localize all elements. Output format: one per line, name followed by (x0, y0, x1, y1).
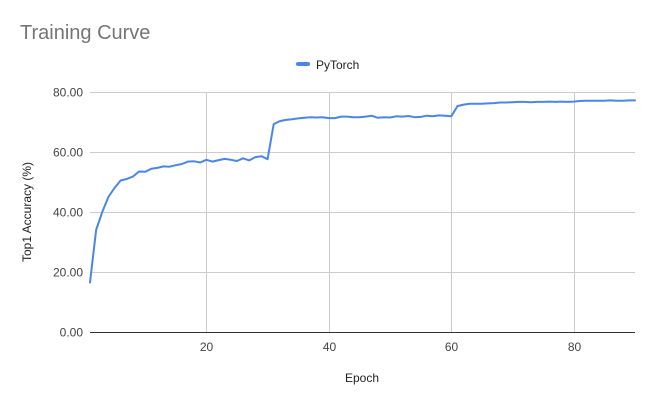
tick-labels: 0.00 20.00 40.00 60.00 80.00 20 40 60 80 (53, 86, 582, 355)
y-tick-label: 0.00 (60, 326, 84, 340)
x-tick-label: 60 (445, 340, 459, 354)
y-tick-label: 80.00 (53, 86, 83, 100)
chart-title: Training Curve (20, 22, 150, 44)
x-axis-title: Epoch (345, 371, 379, 385)
y-axis-title: Top1 Accuracy (%) (20, 162, 34, 262)
x-tick-label: 40 (323, 340, 337, 354)
gridlines (90, 92, 635, 333)
x-tick-label: 80 (568, 340, 582, 354)
y-tick-label: 40.00 (53, 206, 83, 220)
legend-label: PyTorch (316, 58, 359, 72)
series (89, 99, 636, 284)
x-tick-label: 20 (200, 340, 214, 354)
y-tick-label: 60.00 (53, 146, 83, 160)
series-line (89, 99, 636, 284)
legend-swatch (296, 62, 310, 66)
legend: PyTorch (296, 58, 359, 72)
y-tick-label: 20.00 (53, 266, 83, 280)
